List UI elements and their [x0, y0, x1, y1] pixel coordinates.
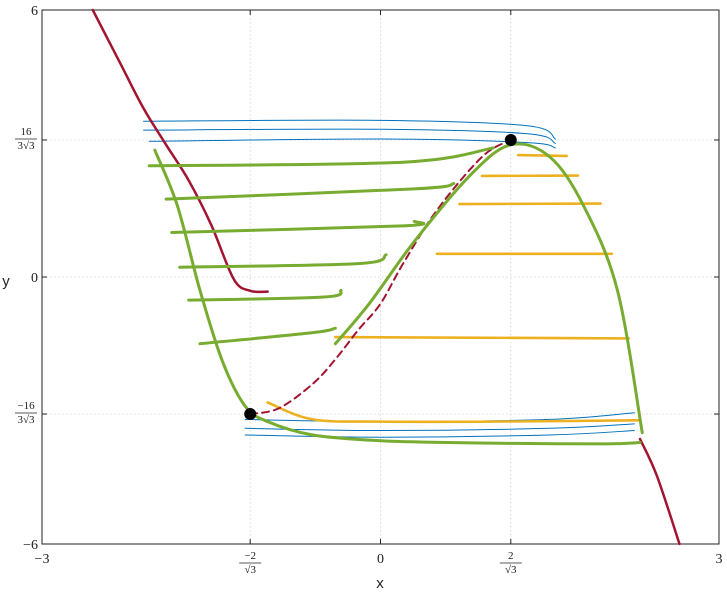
series-layer [91, 8, 681, 546]
y-tick-label-3-denominator: 3√3 [17, 140, 35, 152]
y-tick-label-4: 6 [31, 4, 38, 19]
y-tick-label-1-numerator: −16 [17, 400, 35, 412]
series-line-attracting-4 [333, 142, 644, 435]
series-line-trajectory-21 [244, 423, 635, 432]
equilibrium-point-0 [244, 408, 257, 421]
points-layer [244, 133, 517, 421]
x-tick-label-1: −2√3 [239, 550, 262, 576]
series-line-nullcline-1 [638, 437, 681, 546]
x-tick-label-4: 3 [716, 552, 723, 567]
equilibrium-point-1 [504, 133, 517, 146]
y-tick-label-0: −6 [23, 538, 38, 553]
series-line-attracting-6 [164, 182, 456, 201]
x-tick-label-3-denominator: √3 [505, 564, 517, 576]
series-line-unstable-15 [334, 335, 631, 340]
x-tick-label-2: 0 [377, 552, 384, 567]
y-tick-label-1-denominator: 3√3 [17, 414, 35, 426]
series-line-attracting-8 [178, 253, 388, 269]
x-tick-label-0: −3 [35, 552, 50, 567]
x-tick-label-1-numerator: −2 [244, 550, 256, 562]
series-line-attracting-5 [147, 146, 495, 168]
y-tick-label-3-numerator: 16 [21, 126, 33, 138]
series-line-trajectory-22 [244, 430, 635, 438]
x-tick-label-3-numerator: 2 [508, 550, 514, 562]
series-line-nullcline-0 [91, 8, 269, 294]
series-line-trajectory-17 [143, 119, 556, 140]
y-tick-label-1: −163√3 [15, 400, 37, 426]
series-line-unstable-16 [266, 401, 642, 424]
y-tick-label-2: 0 [31, 271, 38, 286]
series-line-attracting-10 [198, 326, 337, 346]
series-line-attracting-3 [153, 148, 642, 446]
series-line-nullcline_dashed-2 [249, 138, 512, 416]
series-line-trajectory-18 [143, 128, 556, 144]
series-line-unstable-11 [516, 153, 568, 158]
grid-layer [42, 10, 719, 544]
x-axis-label: x [376, 575, 384, 592]
y-tick-label-3: 163√3 [15, 126, 37, 152]
series-line-attracting-7 [170, 219, 426, 234]
series-line-attracting-9 [187, 288, 343, 302]
series-line-trajectory-19 [148, 138, 556, 149]
x-tick-label-3: 2√3 [499, 550, 522, 576]
x-tick-label-1-denominator: √3 [244, 564, 256, 576]
y-axis-label: y [2, 273, 10, 290]
